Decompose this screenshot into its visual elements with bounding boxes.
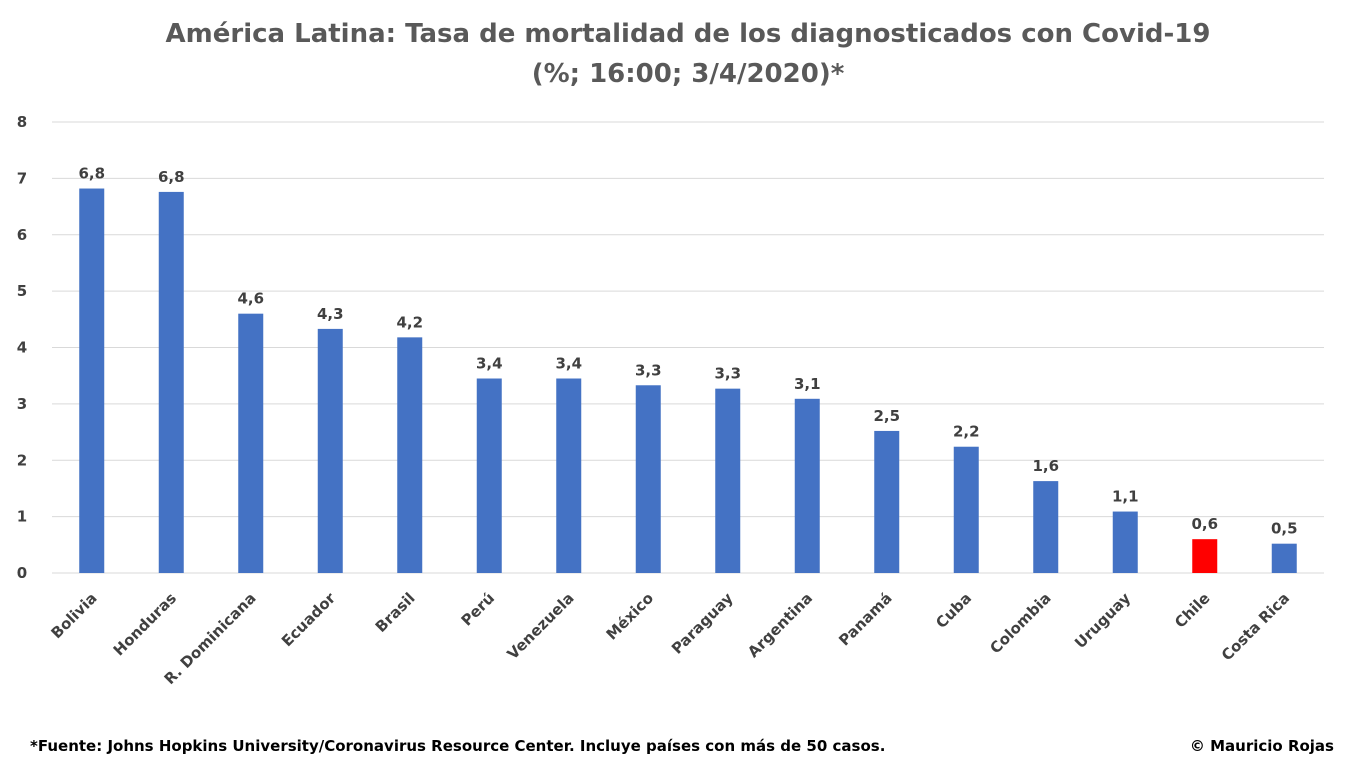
author-credit: © Mauricio Rojas — [1190, 737, 1334, 755]
x-tick-label: Venezuela — [504, 589, 578, 663]
bar-paraguay — [715, 388, 741, 573]
chart-title: América Latina: Tasa de mortalidad de lo… — [166, 19, 1211, 49]
y-tick-label: 3 — [17, 395, 27, 413]
y-axis-ticks: 0 1 2 3 4 5 6 7 8 — [17, 113, 27, 582]
data-label: 3,3 — [635, 361, 662, 379]
data-labels: 6,8 6,8 4,6 4,3 4,2 3,4 3,4 3,3 3,3 3,1 2,5 2,2 1,6 1… — [78, 165, 1297, 538]
source-note: *Fuente: Johns Hopkins University/Corona… — [30, 737, 885, 755]
data-label: 2,2 — [953, 423, 980, 441]
bar-r-dominicana — [238, 313, 264, 573]
bars — [79, 188, 1297, 573]
data-label: 4,2 — [396, 313, 423, 331]
data-label: 1,6 — [1032, 457, 1059, 475]
gridlines — [52, 121, 1324, 574]
bar-venezuela — [556, 378, 582, 573]
y-tick-label: 5 — [17, 282, 27, 300]
x-tick-label: Argentina — [744, 589, 816, 661]
data-label: 6,8 — [78, 165, 105, 183]
x-tick-label: Panamá — [835, 589, 895, 649]
y-tick-label: 0 — [17, 564, 27, 582]
data-label: 3,4 — [476, 355, 503, 373]
data-label: 2,5 — [873, 407, 900, 425]
data-label: 1,1 — [1112, 488, 1139, 506]
x-tick-label: Honduras — [110, 589, 180, 659]
bar-ecuador — [317, 328, 343, 573]
bar-m-xico — [635, 385, 661, 573]
x-tick-label: Ecuador — [278, 589, 340, 651]
y-tick-label: 4 — [17, 339, 27, 357]
x-tick-label: Perú — [458, 589, 498, 629]
bar-cuba — [953, 446, 979, 573]
bar-colombia — [1033, 481, 1059, 573]
data-label: 3,4 — [555, 355, 582, 373]
y-tick-label: 1 — [17, 508, 27, 526]
x-tick-label: Costa Rica — [1218, 589, 1293, 664]
bar-honduras — [158, 191, 184, 573]
data-label: 0,6 — [1191, 515, 1218, 533]
y-tick-label: 7 — [17, 169, 27, 187]
data-label: 6,8 — [158, 168, 185, 186]
x-tick-label: Bolivia — [47, 589, 100, 642]
x-tick-label: Uruguay — [1071, 589, 1134, 652]
bar-costa-rica — [1271, 543, 1297, 573]
data-label: 4,6 — [237, 290, 264, 308]
y-tick-label: 6 — [17, 226, 27, 244]
bar-bolivia — [79, 188, 105, 573]
bar-per- — [476, 378, 502, 573]
y-tick-label: 2 — [17, 451, 27, 469]
x-tick-label: Cuba — [932, 589, 975, 632]
bar-panam- — [874, 430, 900, 573]
bar-chile — [1192, 539, 1218, 573]
x-tick-label: Brasil — [372, 589, 419, 636]
data-label: 4,3 — [317, 305, 344, 323]
bar-brasil — [397, 337, 423, 573]
x-tick-label: Paraguay — [668, 589, 737, 658]
chart-subtitle: (%; 16:00; 3/4/2020)* — [532, 59, 845, 89]
data-label: 3,3 — [714, 365, 741, 383]
bar-uruguay — [1112, 511, 1138, 573]
bar-argentina — [794, 398, 820, 573]
data-label: 0,5 — [1271, 520, 1298, 538]
data-label: 3,1 — [794, 375, 821, 393]
x-tick-label: Chile — [1171, 589, 1214, 632]
x-tick-label: Colombia — [986, 589, 1054, 657]
x-tick-label: México — [603, 589, 658, 644]
y-tick-label: 8 — [17, 113, 27, 131]
